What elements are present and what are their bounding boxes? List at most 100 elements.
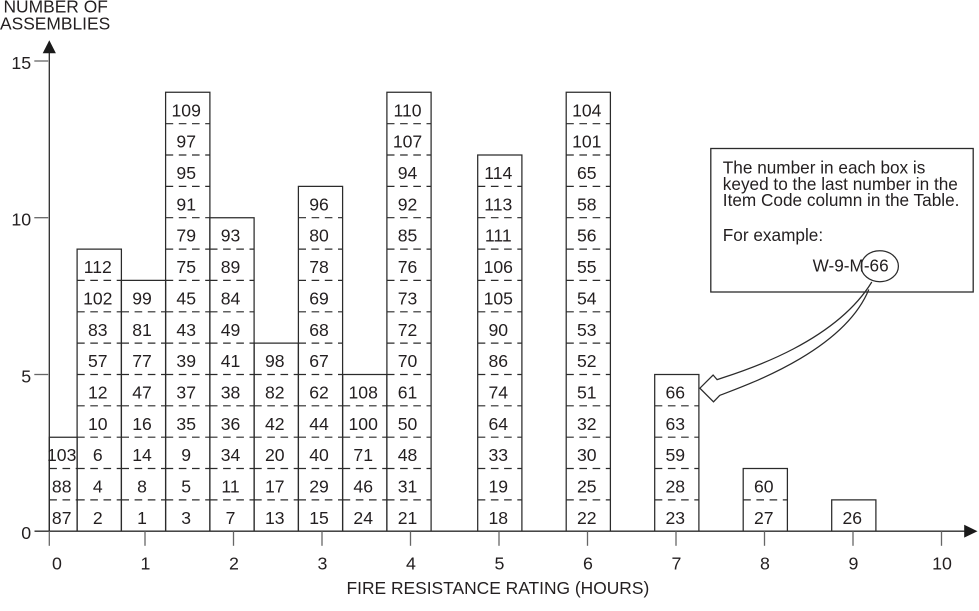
svg-text:65: 65: [577, 163, 597, 183]
svg-text:96: 96: [309, 194, 329, 214]
svg-text:64: 64: [489, 414, 509, 434]
svg-text:69: 69: [309, 288, 329, 308]
svg-text:88: 88: [52, 477, 72, 497]
svg-text:1: 1: [137, 508, 147, 528]
svg-text:108: 108: [349, 383, 379, 403]
svg-text:70: 70: [398, 351, 418, 371]
svg-text:99: 99: [132, 288, 152, 308]
svg-text:keyed to the last number in th: keyed to the last number in the: [723, 174, 958, 194]
svg-text:36: 36: [221, 414, 241, 434]
svg-text:86: 86: [489, 351, 509, 371]
svg-text:45: 45: [176, 288, 196, 308]
svg-text:14: 14: [132, 445, 152, 465]
svg-text:110: 110: [393, 100, 421, 120]
svg-text:77: 77: [132, 351, 152, 371]
svg-text:0: 0: [52, 553, 62, 573]
svg-text:The number in each box is: The number in each box is: [723, 158, 926, 178]
svg-text:75: 75: [176, 257, 196, 277]
svg-text:67: 67: [309, 351, 329, 371]
svg-text:1: 1: [141, 553, 151, 573]
svg-text:7: 7: [226, 508, 236, 528]
svg-text:38: 38: [221, 383, 241, 403]
svg-text:33: 33: [489, 445, 509, 465]
svg-text:7: 7: [672, 553, 682, 573]
svg-text:5: 5: [495, 553, 505, 573]
svg-text:72: 72: [398, 320, 418, 340]
svg-text:103: 103: [47, 445, 77, 465]
svg-text:W-9-M-66: W-9-M-66: [813, 256, 889, 276]
svg-text:95: 95: [176, 163, 196, 183]
svg-text:60: 60: [754, 477, 774, 497]
svg-text:16: 16: [132, 414, 152, 434]
svg-text:49: 49: [221, 320, 241, 340]
svg-text:25: 25: [577, 477, 597, 497]
svg-text:91: 91: [176, 194, 196, 214]
svg-text:3: 3: [181, 508, 191, 528]
svg-text:61: 61: [398, 383, 418, 403]
svg-text:For example:: For example:: [723, 225, 823, 245]
svg-text:FIRE RESISTANCE RATING (HOURS): FIRE RESISTANCE RATING (HOURS): [347, 578, 650, 598]
svg-text:40: 40: [309, 445, 329, 465]
svg-text:17: 17: [265, 477, 285, 497]
svg-text:109: 109: [172, 100, 201, 120]
svg-text:56: 56: [577, 226, 597, 246]
svg-text:84: 84: [221, 288, 241, 308]
svg-text:43: 43: [176, 320, 196, 340]
svg-text:93: 93: [221, 226, 241, 246]
svg-text:62: 62: [309, 383, 329, 403]
svg-text:92: 92: [398, 194, 418, 214]
svg-text:NUMBER OF: NUMBER OF: [4, 0, 108, 17]
svg-text:23: 23: [666, 508, 686, 528]
svg-text:27: 27: [754, 508, 774, 528]
svg-text:4: 4: [406, 553, 416, 573]
svg-text:26: 26: [843, 508, 863, 528]
svg-text:13: 13: [265, 508, 285, 528]
svg-text:35: 35: [176, 414, 196, 434]
svg-text:6: 6: [583, 553, 593, 573]
svg-text:34: 34: [221, 445, 241, 465]
svg-text:114: 114: [484, 163, 512, 183]
svg-text:5: 5: [181, 477, 191, 497]
svg-text:90: 90: [489, 320, 509, 340]
svg-text:5: 5: [21, 366, 31, 386]
svg-text:2: 2: [229, 553, 239, 573]
svg-text:39: 39: [176, 351, 196, 371]
svg-text:79: 79: [176, 226, 196, 246]
svg-text:51: 51: [577, 383, 597, 403]
svg-text:44: 44: [309, 414, 329, 434]
svg-text:83: 83: [88, 320, 108, 340]
svg-text:10: 10: [88, 414, 108, 434]
svg-text:24: 24: [353, 508, 373, 528]
svg-text:54: 54: [577, 288, 597, 308]
svg-text:66: 66: [666, 383, 686, 403]
svg-text:68: 68: [309, 320, 329, 340]
svg-text:47: 47: [132, 383, 152, 403]
svg-text:0: 0: [21, 523, 31, 543]
svg-text:10: 10: [11, 210, 31, 230]
svg-text:15: 15: [309, 508, 329, 528]
svg-text:Item Code column in the Table.: Item Code column in the Table.: [723, 190, 960, 210]
svg-text:8: 8: [760, 553, 770, 573]
svg-text:50: 50: [398, 414, 418, 434]
svg-text:37: 37: [176, 383, 196, 403]
svg-text:53: 53: [577, 320, 597, 340]
svg-text:81: 81: [132, 320, 152, 340]
svg-text:73: 73: [398, 288, 418, 308]
svg-text:82: 82: [265, 383, 285, 403]
svg-text:71: 71: [353, 445, 373, 465]
svg-text:41: 41: [221, 351, 241, 371]
svg-text:57: 57: [88, 351, 108, 371]
svg-text:15: 15: [11, 53, 31, 73]
svg-text:112: 112: [84, 257, 112, 277]
svg-text:21: 21: [398, 508, 418, 528]
svg-text:30: 30: [577, 445, 597, 465]
svg-text:105: 105: [484, 288, 514, 308]
svg-text:59: 59: [666, 445, 686, 465]
svg-text:58: 58: [577, 194, 597, 214]
svg-text:2: 2: [93, 508, 103, 528]
svg-text:31: 31: [398, 477, 418, 497]
svg-text:29: 29: [309, 477, 329, 497]
svg-text:107: 107: [393, 132, 422, 152]
svg-text:76: 76: [398, 257, 418, 277]
svg-text:89: 89: [221, 257, 241, 277]
